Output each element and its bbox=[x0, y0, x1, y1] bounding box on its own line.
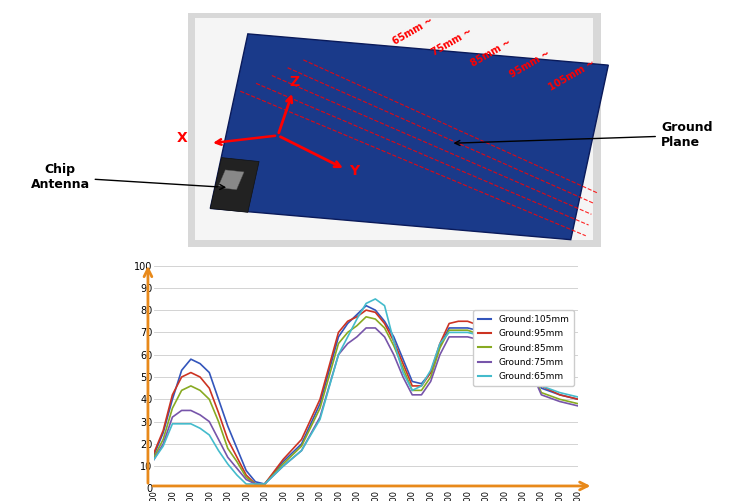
Text: Ground
Plane: Ground Plane bbox=[455, 121, 713, 149]
Polygon shape bbox=[210, 158, 259, 212]
Text: 75mm ~: 75mm ~ bbox=[430, 27, 474, 58]
Text: 85mm ~: 85mm ~ bbox=[469, 38, 513, 69]
FancyBboxPatch shape bbox=[188, 13, 601, 247]
Text: 95mm ~: 95mm ~ bbox=[508, 49, 552, 80]
Text: Chip
Antenna: Chip Antenna bbox=[31, 163, 225, 191]
Text: 105mm ~: 105mm ~ bbox=[547, 58, 596, 92]
Text: Y: Y bbox=[349, 163, 359, 177]
Text: X: X bbox=[176, 131, 187, 145]
FancyBboxPatch shape bbox=[195, 18, 593, 239]
Legend: Ground:105mm, Ground:95mm, Ground:85mm, Ground:75mm, Ground:65mm: Ground:105mm, Ground:95mm, Ground:85mm, … bbox=[473, 310, 574, 386]
Text: 65mm ~: 65mm ~ bbox=[391, 16, 435, 47]
Text: Z: Z bbox=[289, 75, 299, 89]
Polygon shape bbox=[218, 170, 244, 190]
Polygon shape bbox=[210, 34, 608, 239]
